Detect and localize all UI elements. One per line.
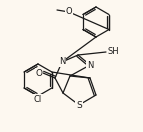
Text: Cl: Cl (34, 95, 42, 103)
Text: N: N (59, 58, 65, 67)
Text: O: O (35, 69, 42, 77)
Text: N: N (87, 60, 93, 70)
Text: S: S (76, 100, 82, 110)
Text: O: O (66, 8, 72, 16)
Text: SH: SH (107, 48, 119, 56)
